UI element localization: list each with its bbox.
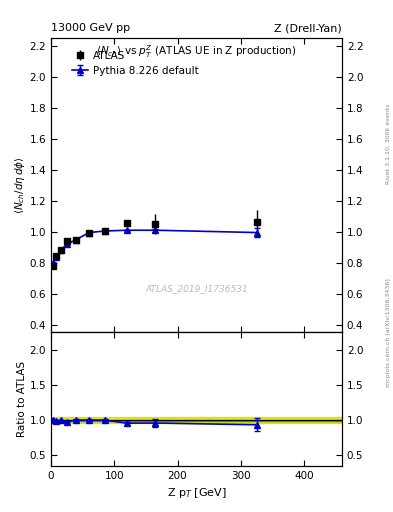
Y-axis label: $\langle N_{ch}/d\eta\, d\phi\rangle$: $\langle N_{ch}/d\eta\, d\phi\rangle$ [13, 157, 27, 214]
Text: Rivet 3.1.10, 300k events: Rivet 3.1.10, 300k events [386, 103, 391, 184]
Legend: ATLAS, Pythia 8.226 default: ATLAS, Pythia 8.226 default [68, 47, 203, 80]
X-axis label: Z p$_T$ [GeV]: Z p$_T$ [GeV] [167, 486, 226, 500]
Text: Z (Drell-Yan): Z (Drell-Yan) [274, 23, 342, 33]
Text: mcplots.cern.ch [arXiv:1306.3436]: mcplots.cern.ch [arXiv:1306.3436] [386, 279, 391, 387]
Text: 13000 GeV pp: 13000 GeV pp [51, 23, 130, 33]
Y-axis label: Ratio to ATLAS: Ratio to ATLAS [17, 361, 27, 437]
Bar [51, 419, 342, 421]
Text: $\langle N_{ch}\rangle$ vs $p^Z_T$ (ATLAS UE in Z production): $\langle N_{ch}\rangle$ vs $p^Z_T$ (ATLA… [96, 43, 297, 59]
Text: ATLAS_2019_I1736531: ATLAS_2019_I1736531 [145, 284, 248, 293]
Bar [51, 417, 342, 423]
